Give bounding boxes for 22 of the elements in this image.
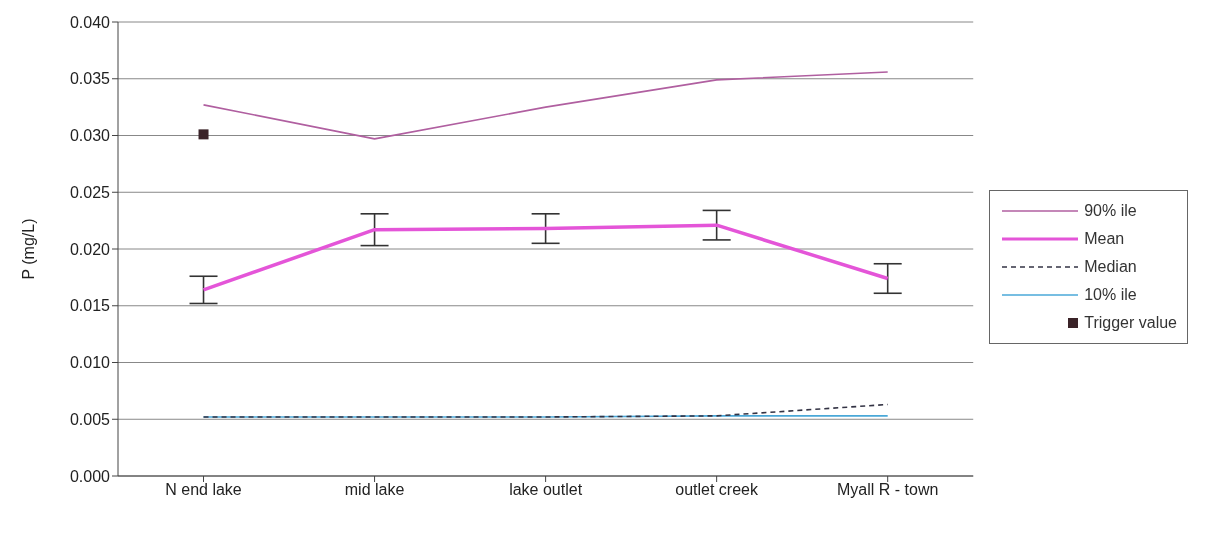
legend-label: 10% ile [1084,286,1137,304]
y-tick-label: 0.010 [69,354,111,372]
x-tick-label: mid lake [344,481,405,499]
legend-label: Mean [1084,230,1125,248]
y-tick-label: 0.020 [69,240,111,258]
y-axis-title: P (mg/L) [19,218,37,280]
y-tick-label: 0.005 [69,410,111,428]
y-tick-label: 0.000 [69,467,111,485]
x-tick-label: N end lake [165,481,242,499]
legend-label: Median [1084,258,1137,276]
legend-label: 90% ile [1084,202,1137,220]
line-series [202,71,889,140]
x-tick-label: outlet creek [675,481,759,499]
y-tick-label: 0.040 [69,13,111,31]
line-series [201,223,890,292]
y-tick-label: 0.025 [69,183,111,201]
y-tick-label: 0.015 [69,297,111,315]
legend-label: Trigger value [1084,314,1177,332]
x-tick-label: lake outlet [509,481,583,499]
x-tick-label: Myall R - town [837,481,939,499]
y-tick-label: 0.035 [69,70,111,88]
y-tick-label: 0.030 [69,127,111,145]
